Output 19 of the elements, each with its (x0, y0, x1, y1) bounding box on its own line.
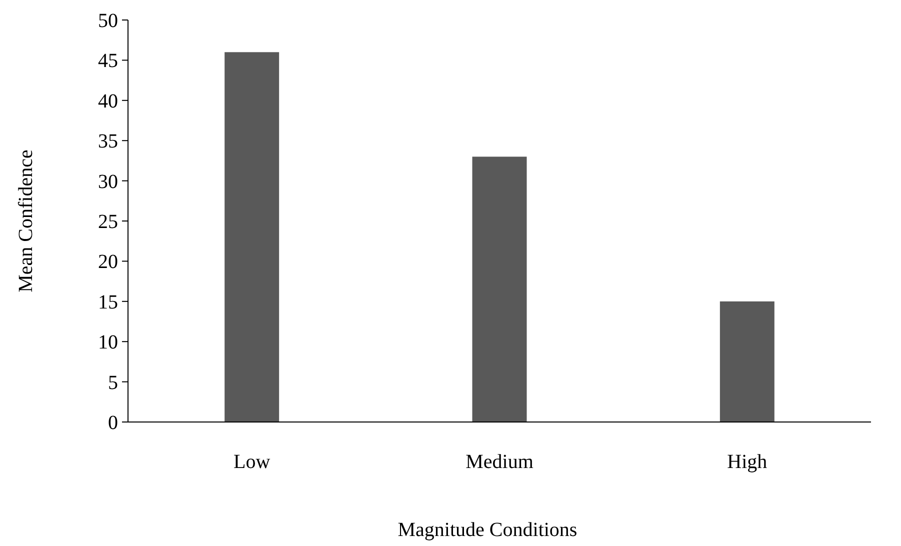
y-tick-label: 45 (98, 50, 118, 72)
y-tick-label: 35 (98, 130, 118, 153)
y-tick-label: 15 (98, 291, 118, 314)
bar (472, 156, 527, 422)
y-tick-label: 40 (98, 90, 118, 112)
y-tick-label: 5 (108, 372, 118, 394)
y-tick-label: 0 (108, 412, 118, 434)
x-axis-title: Magnitude Conditions (398, 519, 578, 541)
bar (720, 301, 774, 422)
x-tick-label: Medium (466, 451, 534, 473)
y-tick-label: 30 (98, 170, 118, 193)
bar (224, 52, 280, 422)
y-axis-title: Mean Confidence (15, 150, 37, 292)
x-tick-label: Low (233, 451, 271, 473)
y-tick-label: 10 (98, 332, 118, 354)
x-tick-label: High (727, 451, 768, 473)
y-tick-label: 25 (98, 211, 118, 233)
y-tick-label: 50 (98, 10, 118, 32)
y-tick-label: 20 (98, 251, 118, 274)
